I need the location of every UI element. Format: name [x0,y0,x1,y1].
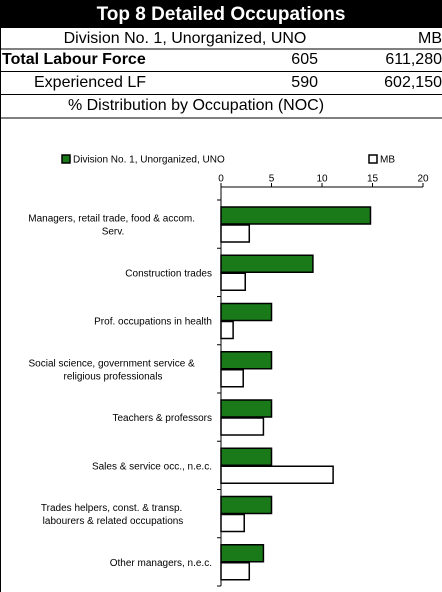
legend-label: Division No. 1, Unorganized, UNO [73,155,225,166]
bar [220,513,245,533]
bar [220,544,265,563]
bar [220,369,244,388]
cell: 605 [291,51,318,68]
title-bar [0,0,442,28]
legend-label: MB [380,155,395,166]
column-header: Division No. 1, Unorganized, UNO [64,30,307,47]
bar [220,399,273,418]
bar [220,320,234,340]
x-tick-label: 20 [417,174,429,185]
bar [220,417,265,436]
bar [220,447,273,466]
label-line: Social science, government service & [29,358,198,369]
bar [220,351,273,370]
x-tick-label: 5 [269,174,275,185]
bar [220,254,314,273]
row-label: Total Labour Force [2,51,146,68]
cell: 611,280 [385,51,442,68]
label-line: Construction trades [125,268,212,279]
legend-swatch [368,154,378,164]
bar [220,206,372,225]
legend-swatch [61,154,71,164]
y-tick-label: Trades helpers, const. & transp. laboure… [41,503,185,527]
label-line: Teachers & professors [113,413,213,424]
label-line: Other managers, n.e.c. [110,557,212,568]
x-tick-label: 10 [316,174,328,185]
section-title: % Distribution by Occupation (NOC) [68,97,324,114]
y-tick-label: Managers, retail trade, food & accom. Se… [28,213,198,237]
label-line: Trades helpers, const. & transp. [41,503,185,514]
bar [220,224,251,243]
title: Top 8 Detailed Occupations [97,4,346,25]
y-tick-label: Social science, government service & rel… [29,358,198,382]
y-tick-label: Prof. occupations in health [94,316,212,327]
row-label: Experienced LF [34,74,146,91]
label-line: Prof. occupations in health [94,316,212,327]
y-tick-label: Teachers & professors [113,413,213,424]
cell: 590 [291,74,318,91]
label-line: Sales & service occ., n.e.c. [92,461,212,472]
bar [220,562,251,581]
bar [220,302,273,322]
label-line: Managers, retail trade, food & accom. [28,213,198,224]
label-line: religious professionals [64,371,163,382]
label-line: labourers & related occupations [43,516,184,527]
bar [220,465,334,484]
cell: 602,150 [384,74,442,91]
x-tick-label: 0 [218,174,224,185]
column-header: MB [418,30,442,47]
y-tick-label: Other managers, n.e.c. [110,557,212,568]
x-tick-label: 15 [367,174,379,185]
bar [220,495,273,515]
label-line: Serv. [102,226,125,237]
y-tick-label: Sales & service occ., n.e.c. [92,461,212,472]
bar [220,272,246,291]
table-lines [0,28,442,592]
y-tick-label: Construction trades [125,268,212,279]
